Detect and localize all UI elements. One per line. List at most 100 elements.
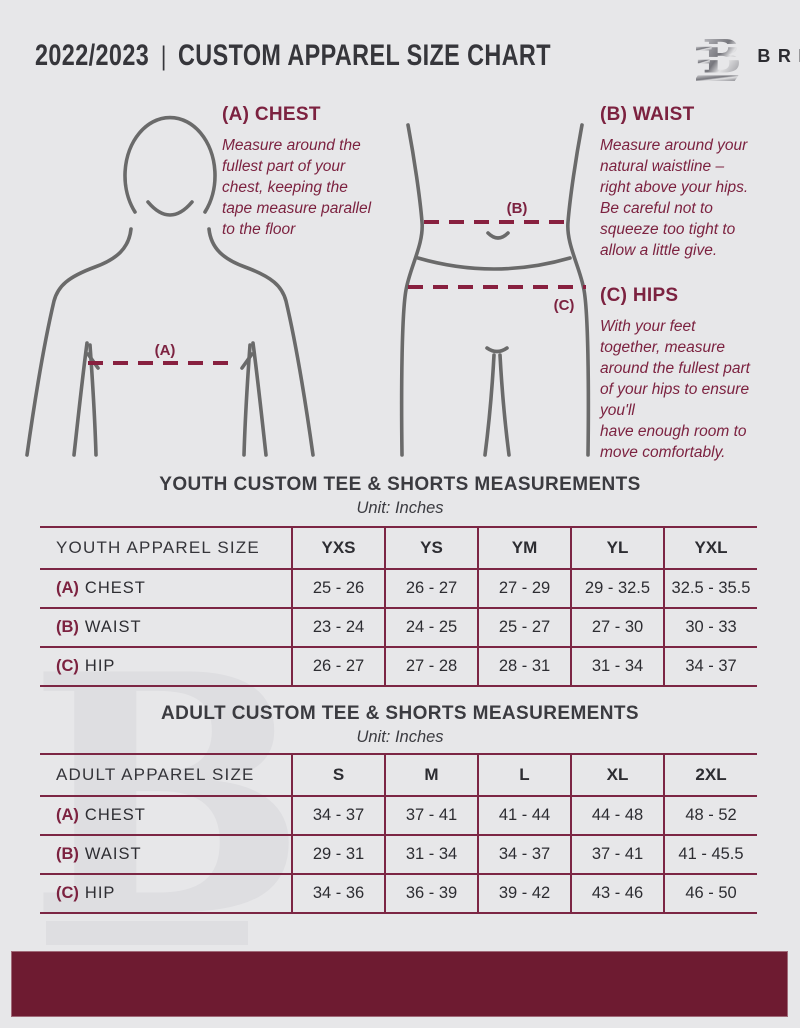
row-label-cell: (A) CHEST xyxy=(40,568,292,608)
table-header-size: L xyxy=(477,753,571,796)
figure-right-side xyxy=(566,123,591,457)
row-key: (B) xyxy=(56,845,79,863)
row-key: (B) xyxy=(56,618,79,636)
youth-section-title: YOUTH CUSTOM TEE & SHORTS MEASUREMENTS xyxy=(159,474,641,495)
table-header-size: YM xyxy=(477,526,571,569)
table-header-size: YL xyxy=(570,526,664,569)
hips-guide: (C) HIPS With your feet together, measur… xyxy=(600,285,788,464)
chest-guide-text: Measure around the fullest part of your … xyxy=(222,137,372,239)
table-row: (B) WAIST 29 - 31 31 - 34 34 - 37 37 - 41 41 -… xyxy=(40,834,757,874)
row-key: (C) xyxy=(56,657,79,675)
measurement-cell: 30 - 33 xyxy=(663,607,757,647)
table-header-size: M xyxy=(384,753,478,796)
measurement-cell: 48 - 52 xyxy=(663,795,757,835)
figure-navel xyxy=(486,231,510,240)
brand-lockup: B BREAKAWAY xyxy=(696,30,800,82)
watermark-bar xyxy=(46,921,248,945)
adult-section-title: ADULT CUSTOM TEE & SHORTS MEASUREMENTS xyxy=(161,703,639,724)
table-header-row: YOUTH APPAREL SIZE YXS YS YM YL YXL xyxy=(40,526,757,569)
figure-left-shoulder-arm xyxy=(25,227,133,457)
chest-guide-heading: (A) CHEST xyxy=(222,104,321,125)
measurement-cell: 24 - 25 xyxy=(384,607,478,647)
brand-name: BREAKAWAY xyxy=(757,45,800,66)
measurement-cell: 41 - 45.5 xyxy=(663,834,757,874)
row-label-cell: (B) WAIST xyxy=(40,834,292,874)
figure-left-side xyxy=(399,123,424,457)
measurement-cell: 44 - 48 xyxy=(570,795,664,835)
measurement-cell: 26 - 27 xyxy=(384,568,478,608)
table-header-size: 2XL xyxy=(663,753,757,796)
table-row: (B) WAIST 23 - 24 24 - 25 25 - 27 27 - 30 30 -… xyxy=(40,607,757,647)
figure-crotch xyxy=(485,346,509,354)
adult-size-table: ADULT APPAREL SIZE S M L XL 2XL (A) CHEST 34 - 3… xyxy=(40,753,757,914)
footer-bar xyxy=(11,951,788,1017)
measurement-cell: 34 - 37 xyxy=(291,795,385,835)
measurement-cell: 34 - 37 xyxy=(477,834,571,874)
figure-right-armpit xyxy=(240,352,254,370)
season-label: 2022/2023 xyxy=(35,39,150,72)
row-label: CHEST xyxy=(84,579,146,597)
figure-right-inner-arm xyxy=(251,341,268,457)
table-header-size: XL xyxy=(570,753,664,796)
title-text: CUSTOM APPAREL SIZE CHART xyxy=(177,39,551,72)
measurement-cell: 34 - 36 xyxy=(291,873,385,913)
figure-head xyxy=(123,115,217,214)
row-key: (A) xyxy=(56,806,79,824)
row-key: (C) xyxy=(56,884,79,902)
measurement-cell: 39 - 42 xyxy=(477,873,571,913)
youth-size-table: YOUTH APPAREL SIZE YXS YS YM YL YXL (A) CHEST 25… xyxy=(40,526,757,687)
youth-section-unit: Unit: Inches xyxy=(356,499,444,517)
hips-figure: (B) (C) xyxy=(399,123,591,457)
measurement-cell: 31 - 34 xyxy=(384,834,478,874)
measurement-cell: 26 - 27 xyxy=(291,646,385,686)
measurement-cell: 41 - 44 xyxy=(477,795,571,835)
title-separator: | xyxy=(160,40,167,71)
table-header-label: ADULT APPAREL SIZE xyxy=(40,753,292,796)
hips-guide-text: With your feet together, measure around … xyxy=(600,318,750,462)
figure-right-shoulder-arm xyxy=(207,227,315,457)
table-header-size: YXL xyxy=(663,526,757,569)
measurement-cell: 28 - 31 xyxy=(477,646,571,686)
measurement-cell: 25 - 26 xyxy=(291,568,385,608)
row-label-cell: (C) HIP xyxy=(40,873,292,913)
adult-section-unit: Unit: Inches xyxy=(356,728,444,746)
row-label: CHEST xyxy=(84,806,146,824)
measurement-cell: 31 - 34 xyxy=(570,646,664,686)
page-title: 2022/2023 | CUSTOM APPAREL SIZE CHART xyxy=(35,39,551,73)
measurement-cell: 37 - 41 xyxy=(384,795,478,835)
row-label-cell: (B) WAIST xyxy=(40,607,292,647)
table-row: (A) CHEST 34 - 37 37 - 41 41 - 44 44 - 48 48 -… xyxy=(40,795,757,835)
hips-guide-heading: (C) HIPS xyxy=(600,285,679,306)
measurement-cell: 27 - 28 xyxy=(384,646,478,686)
table-row: (A) CHEST 25 - 26 26 - 27 27 - 29 29 - 32.5 32… xyxy=(40,568,757,608)
measurement-cell: 25 - 27 xyxy=(477,607,571,647)
row-label: HIP xyxy=(84,657,116,675)
measurement-cell: 23 - 24 xyxy=(291,607,385,647)
row-label: WAIST xyxy=(84,845,142,863)
hips-measure-label: (C) xyxy=(554,297,575,314)
row-label-cell: (A) CHEST xyxy=(40,795,292,835)
measurement-cell: 34 - 37 xyxy=(663,646,757,686)
figure-left-inner-arm xyxy=(72,341,89,457)
row-label: WAIST xyxy=(84,618,142,636)
table-header-row: ADULT APPAREL SIZE S M L XL 2XL xyxy=(40,753,757,796)
waist-measure-label: (B) xyxy=(507,200,528,217)
row-key: (A) xyxy=(56,579,79,597)
table-header-label: YOUTH APPAREL SIZE xyxy=(40,526,292,569)
row-label-cell: (C) HIP xyxy=(40,646,292,686)
chest-measure-label: (A) xyxy=(155,342,176,359)
table-header-size: YS xyxy=(384,526,478,569)
figure-left-inner-leg xyxy=(483,353,496,457)
waist-guide-heading: (B) WAIST xyxy=(600,104,695,125)
measurement-cell: 46 - 50 xyxy=(663,873,757,913)
measurement-cell: 27 - 29 xyxy=(477,568,571,608)
figure-jaw xyxy=(146,200,194,217)
measurement-cell: 29 - 32.5 xyxy=(570,568,664,608)
page-header: 2022/2023 | CUSTOM APPAREL SIZE CHART B xyxy=(35,30,800,82)
measurement-cell: 32.5 - 35.5 xyxy=(663,568,757,608)
svg-text:B: B xyxy=(703,30,742,82)
table-row: (C) HIP 34 - 36 36 - 39 39 - 42 43 - 46 46 - 5… xyxy=(40,873,757,913)
chest-guide: (A) CHEST Measure around the fullest par… xyxy=(222,104,410,240)
waist-guide: (B) WAIST Measure around your natural wa… xyxy=(600,104,788,261)
waist-guide-text: Measure around your natural waistline – … xyxy=(600,137,749,260)
